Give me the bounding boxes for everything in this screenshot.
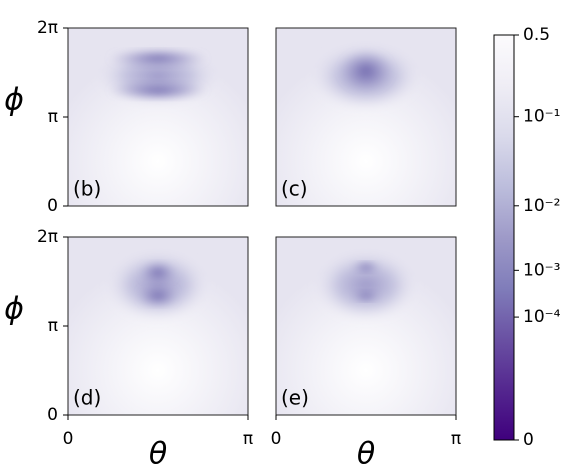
y-tick-label: 0 [47,405,58,425]
y-tick-label: π [48,107,58,127]
y-tick-label: 2π [37,227,58,247]
heatmap-blob [138,284,178,307]
colorbar-tick-label: 10⁻² [523,196,560,216]
heatmap-blob [108,81,208,100]
panel-frame [275,27,457,207]
x-tick-label: 0 [271,429,282,449]
heatmap-blob [340,50,392,91]
heatmap-panel [68,237,248,415]
heatmap-panel [68,28,248,206]
y-tick-label: 0 [47,196,58,216]
heatmap-blob [352,289,380,302]
y-tick-label: π [48,316,58,336]
x-tick-label: π [243,429,253,449]
y-axis-label: ϕ [4,83,24,118]
colorbar-tick-label: 10⁻³ [523,260,560,280]
heatmap-blob [314,249,418,322]
heatmap-panel [276,28,456,206]
panel-frame [275,236,457,416]
x-axis-label: θ [357,437,375,472]
panel-label: (b) [73,177,101,201]
y-axis-label: ϕ [4,292,24,327]
colorbar-tick-label: 0.5 [523,25,550,45]
colorbar-tick-label: 10⁻¹ [523,107,560,127]
heatmap-blob [108,49,208,68]
heatmap-panel [276,237,456,415]
x-tick-label: 0 [63,429,74,449]
colorbar-tick-label: 10⁻⁴ [523,307,561,327]
x-tick-label: π [451,429,461,449]
y-tick-label: 2π [37,18,58,38]
panel-label: (e) [281,386,309,410]
panel-label: (c) [281,177,308,201]
heatmap-blob [352,261,380,274]
colorbar-tick-label: 0 [523,430,534,450]
x-axis-label: θ [149,437,167,472]
colorbar [493,34,515,441]
heatmap-blob [140,261,176,284]
panel-label: (d) [73,386,101,410]
